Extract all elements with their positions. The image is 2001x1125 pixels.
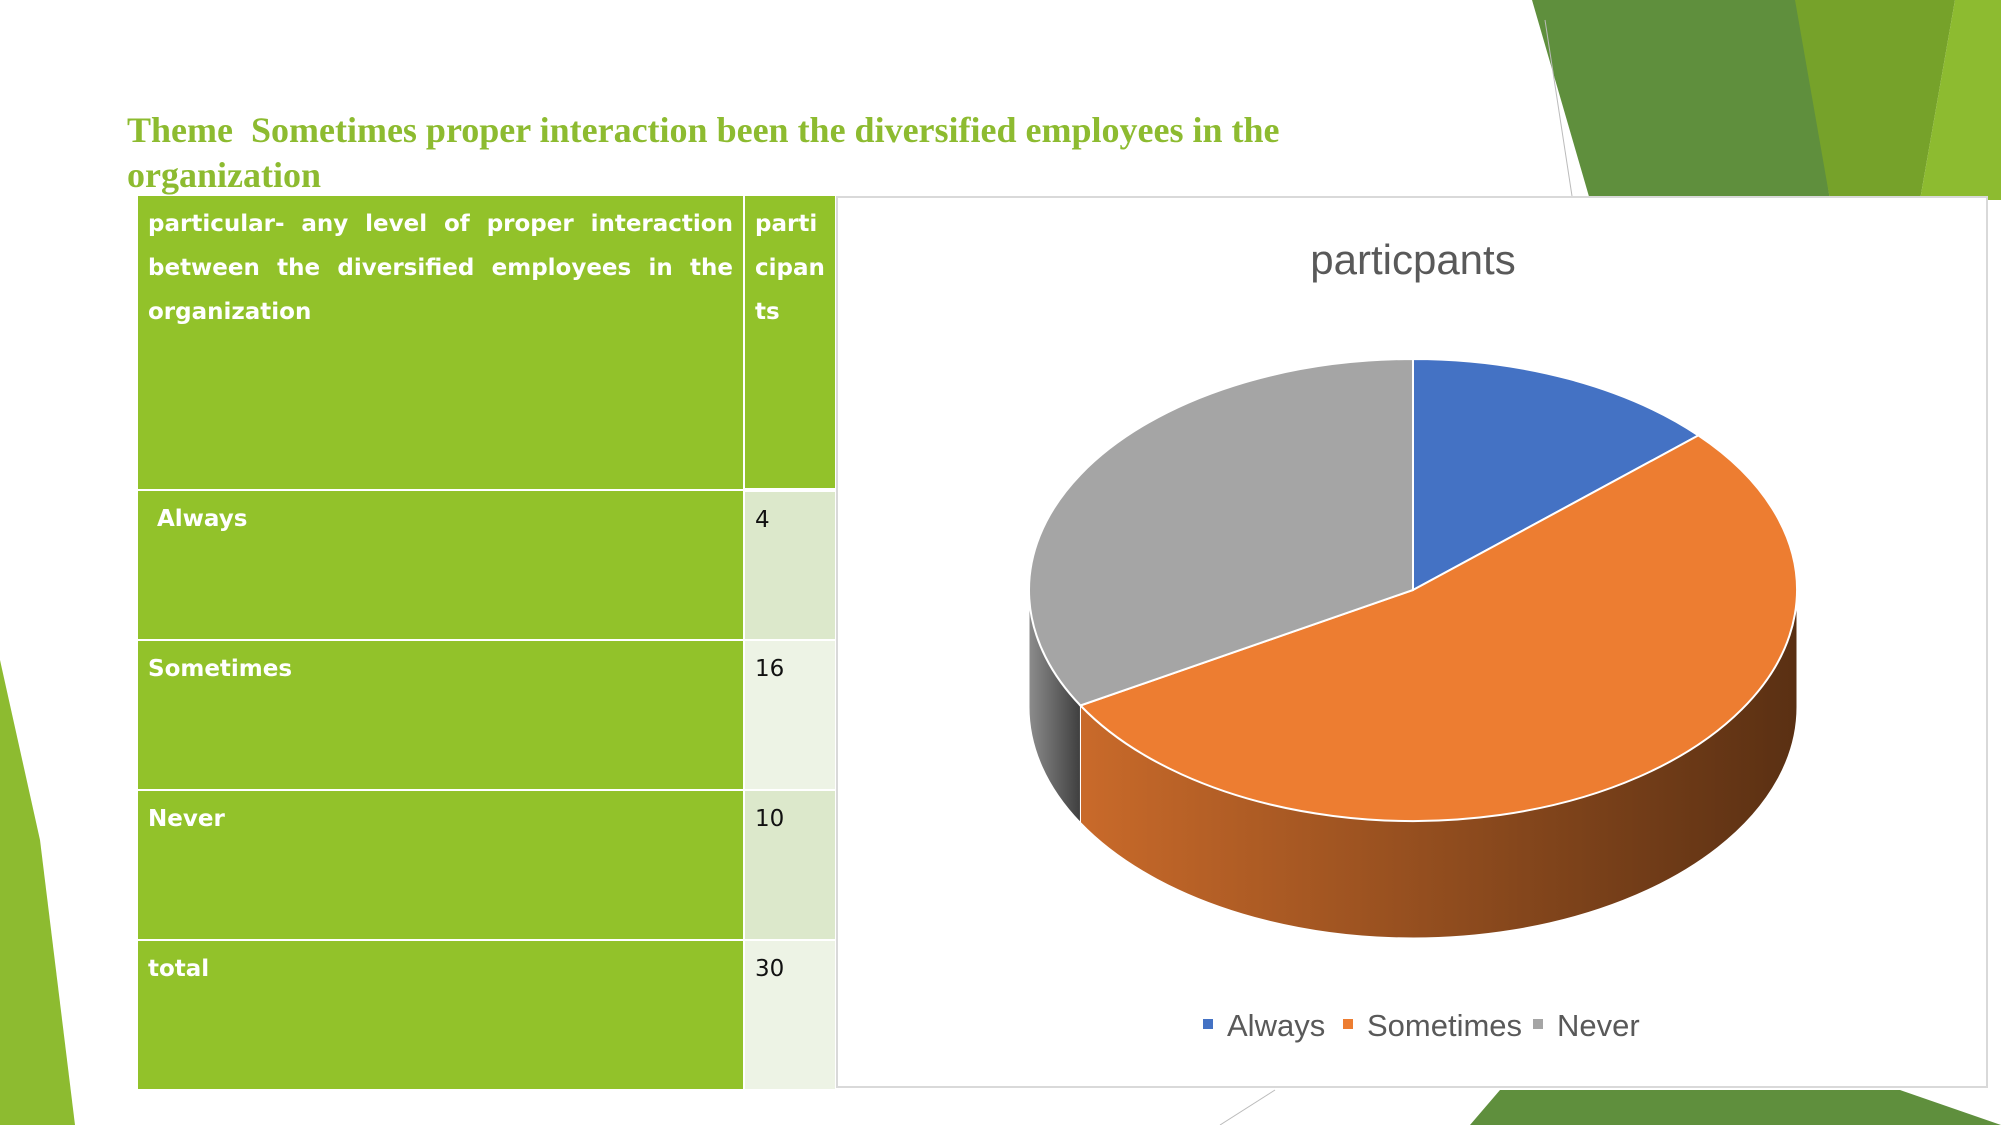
slide-title: Theme Sometimes proper interaction been … (127, 110, 1289, 195)
pie-slice (1412, 357, 1701, 592)
deco-shape (1920, 0, 2001, 200)
table-cell: 16 (744, 640, 835, 791)
deco-shape (1532, 0, 1830, 200)
table-cell: 10 (744, 790, 835, 941)
table-row: Sometimes 16 (138, 640, 835, 791)
deco-shape (0, 660, 75, 1125)
table-cell: Sometimes (138, 640, 745, 791)
table-cell: 4 (744, 490, 835, 641)
deco-line (1219, 1089, 1276, 1125)
legend-label: Always (1227, 1008, 1325, 1043)
table-cell: 30 (744, 940, 835, 1091)
chart-title: particpants (1310, 236, 1515, 283)
header-cell: particular- any level of proper interact… (138, 196, 745, 491)
legend-label: Never (1557, 1008, 1640, 1043)
deco-line (1544, 19, 1573, 197)
table-cell: total (138, 940, 745, 1091)
table-cell: Never (138, 790, 745, 941)
table-cell: Always (138, 490, 745, 641)
table-row: Never 10 (138, 790, 835, 941)
deco-shape (1795, 0, 1955, 200)
legend-swatch (1203, 1019, 1213, 1029)
legend-swatch (1533, 1019, 1543, 1029)
pie-slice (1078, 434, 1798, 822)
pie-slice (1028, 357, 1414, 707)
data-table: particular- any level of proper interact… (138, 196, 835, 1091)
deco-shape (1470, 1090, 2001, 1125)
table-row: total 30 (138, 940, 835, 1091)
table-row: Always 4 (138, 490, 835, 641)
pie-chart: particpants Always Sometimes Never (836, 196, 1988, 1088)
table-header: particular- any level of proper interact… (138, 196, 835, 492)
legend-label: Sometimes (1367, 1008, 1522, 1043)
legend-swatch (1343, 1019, 1353, 1029)
header-cell: participants (744, 196, 835, 492)
